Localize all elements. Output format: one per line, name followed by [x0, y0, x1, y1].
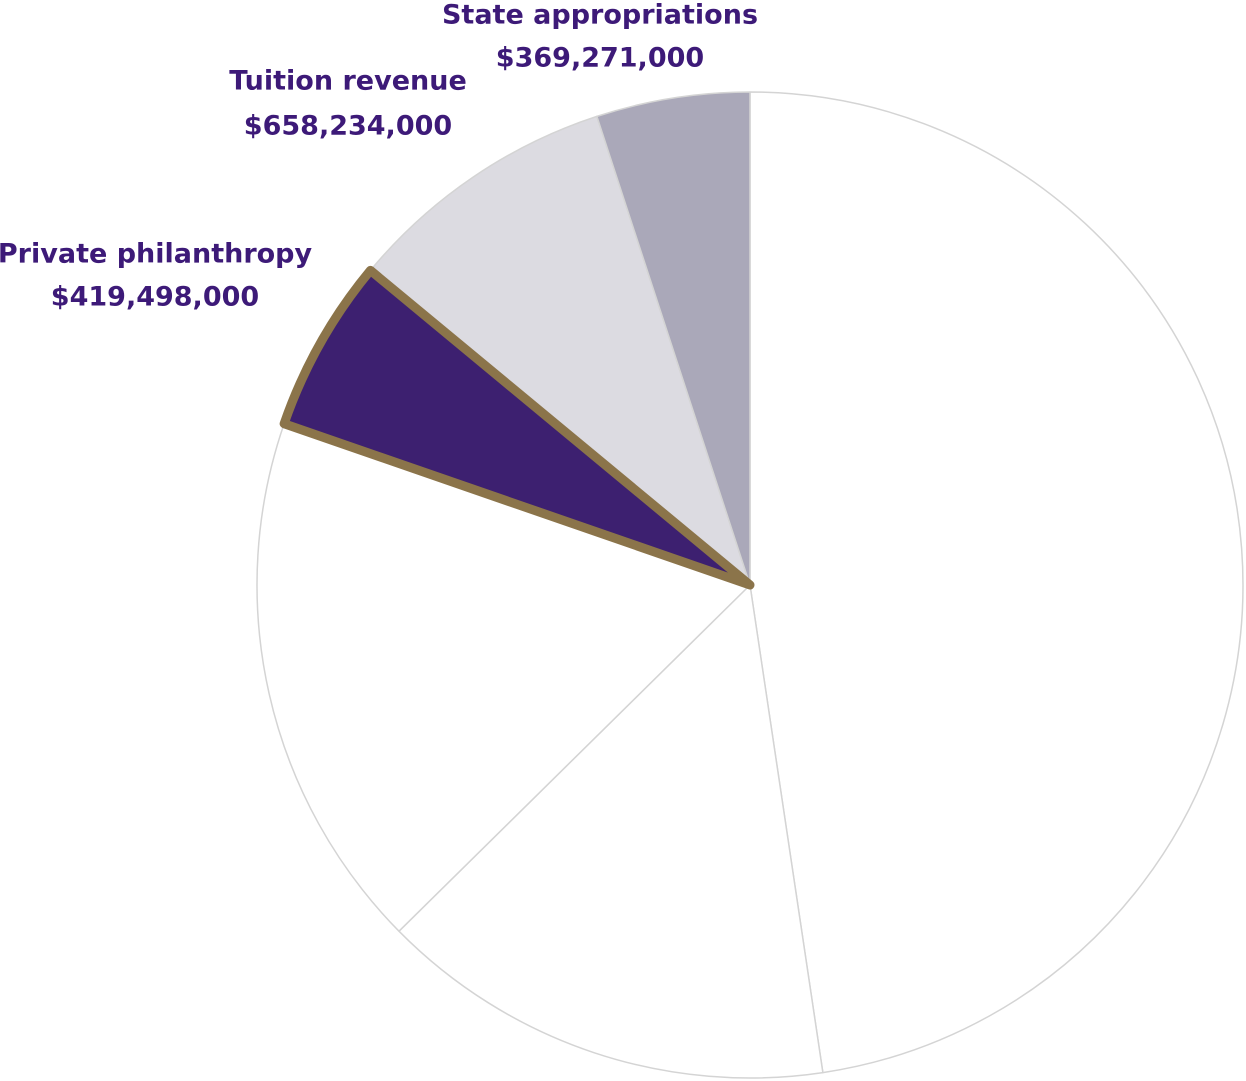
- pie-slice-unlabeled-2: [398, 584, 824, 1079]
- slice-labels: Private philanthropy $419,498,000 Tuition …: [0, 0, 758, 313]
- slice-value-tuition-revenue: $658,234,000: [244, 111, 452, 142]
- pie-slices: [256, 91, 1244, 1079]
- slice-label-state-appropriations: State appropriations: [442, 0, 758, 31]
- pie-slice-state-appropriations: [596, 91, 751, 586]
- slice-label-tuition-revenue: Tuition revenue: [229, 66, 467, 97]
- slice-value-state-appropriations: $369,271,000: [496, 43, 704, 74]
- pie-slice-tuition-revenue: [369, 115, 751, 586]
- slice-label-private-philanthropy: Private philanthropy: [0, 239, 313, 270]
- slice-value-private-philanthropy: $419,498,000: [51, 282, 259, 313]
- pie-slice-unlabeled-1: [749, 91, 1244, 1074]
- pie-slice-private-philanthropy: [279, 265, 755, 590]
- pie-slice-unlabeled-3: [256, 422, 751, 932]
